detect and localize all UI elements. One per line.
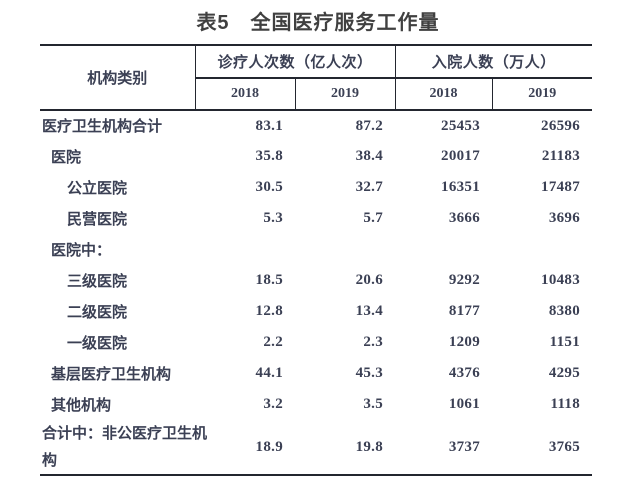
cell-outpatient-2019: 5.7 <box>363 210 384 226</box>
row-label: 民营医院 <box>67 211 128 228</box>
cell-outpatient-2019 <box>295 234 395 265</box>
row-label: 医院 <box>51 149 82 166</box>
column-header-outpatient-2019: 2019 <box>295 78 396 111</box>
cell-admission-2018: 4376 <box>448 365 481 381</box>
cell-outpatient-2018: 44.1 <box>255 365 283 381</box>
cell-admission-2019: 3696 <box>548 210 581 226</box>
column-group-hospital-admissions: 入院人数（万人） <box>395 45 593 79</box>
cell-admission-2018: 25453 <box>441 117 481 134</box>
table-row: 三级医院 18.5 20.6 9292 10483 <box>40 265 592 296</box>
cell-admission-2019: 1151 <box>549 334 581 350</box>
cell-outpatient-2019: 45.3 <box>355 365 384 381</box>
header-group-row: 机构类别 诊疗人次数（亿人次） 入院人数（万人） <box>40 45 593 111</box>
cell-outpatient-2019: 2.3 <box>363 334 384 350</box>
cell-admission-2019: 4295 <box>548 365 581 381</box>
row-label: 合计中：非公医疗卫生机构 <box>42 425 208 469</box>
cell-outpatient-2018: 18.5 <box>255 272 283 288</box>
cell-admission-2018: 9292 <box>448 272 481 288</box>
row-label: 其他机构 <box>51 397 112 414</box>
column-header-institution-category: 机构类别 <box>40 45 196 111</box>
cell-outpatient-2019: 19.8 <box>355 438 384 455</box>
row-label: 二级医院 <box>67 304 128 321</box>
column-group-outpatient-visits: 诊疗人次数（亿人次） <box>195 45 396 79</box>
cell-outpatient-2018: 12.8 <box>255 303 283 319</box>
cell-admission-2018 <box>395 234 492 265</box>
table-row: 合计中：非公医疗卫生机构 18.9 19.8 3737 3765 <box>40 420 592 475</box>
table-row: 公立医院 30.5 32.7 16351 17487 <box>40 172 592 203</box>
row-label: 三级医院 <box>67 273 128 290</box>
cell-outpatient-2018: 3.2 <box>263 396 283 412</box>
table-row: 基层医疗卫生机构 44.1 45.3 4376 4295 <box>40 358 592 389</box>
cell-outpatient-2018 <box>195 234 295 265</box>
cell-admission-2018: 20017 <box>441 148 481 164</box>
table-row: 医院 35.8 38.4 20017 21183 <box>40 141 592 172</box>
cell-outpatient-2018: 30.5 <box>255 179 283 195</box>
table-header: 机构类别 诊疗人次数（亿人次） 入院人数（万人） 2018 2019 2018 … <box>40 45 593 111</box>
table-row: 其他机构 3.2 3.5 1061 1118 <box>40 389 592 420</box>
table-title: 表5 全国医疗服务工作量 <box>196 12 440 34</box>
cell-outpatient-2019: 13.4 <box>355 303 384 319</box>
cell-outpatient-2018: 18.9 <box>255 438 283 455</box>
cell-outpatient-2018: 5.3 <box>263 210 283 226</box>
cell-admission-2019: 10483 <box>541 272 581 288</box>
cell-outpatient-2019: 32.7 <box>355 179 384 195</box>
column-header-admission-2018: 2018 <box>395 78 493 111</box>
cell-admission-2019: 1118 <box>550 396 581 412</box>
cell-outpatient-2019: 20.6 <box>355 272 384 288</box>
cell-admission-2018: 3666 <box>448 210 481 226</box>
cell-outpatient-2018: 35.8 <box>255 148 283 164</box>
table-row: 一级医院 2.2 2.3 1209 1151 <box>40 327 592 358</box>
table-row: 民营医院 5.3 5.7 3666 3696 <box>40 203 592 234</box>
row-label: 基层医疗卫生机构 <box>51 366 172 383</box>
row-label: 医疗卫生机构合计 <box>42 117 163 135</box>
cell-outpatient-2018: 2.2 <box>263 334 283 350</box>
row-label: 一级医院 <box>67 335 128 352</box>
cell-admission-2019: 21183 <box>541 148 581 164</box>
cell-admission-2018: 16351 <box>441 179 481 195</box>
cell-admission-2019: 17487 <box>541 179 581 195</box>
document-page: 表5 全国医疗服务工作量 机构类别 诊疗人次数（亿人次） 入院人数（万人） 20… <box>40 12 593 476</box>
cell-outpatient-2019: 38.4 <box>355 148 384 164</box>
cell-admission-2019: 8380 <box>548 303 581 319</box>
column-header-outpatient-2018: 2018 <box>195 78 296 111</box>
cell-admission-2018: 3737 <box>448 438 481 455</box>
cell-admission-2019: 26596 <box>541 117 581 134</box>
header-year-row: 2018 2019 2018 2019 <box>40 78 593 111</box>
column-header-admission-2019: 2019 <box>492 78 593 111</box>
row-label: 公立医院 <box>67 180 128 197</box>
cell-outpatient-2019: 87.2 <box>355 117 384 134</box>
row-label: 医院中： <box>51 242 112 259</box>
cell-outpatient-2018: 83.1 <box>255 117 283 134</box>
cell-admission-2018: 1209 <box>448 334 481 350</box>
cell-admission-2019: 3765 <box>548 438 581 455</box>
cell-admission-2019 <box>492 234 592 265</box>
medical-workload-table: 机构类别 诊疗人次数（亿人次） 入院人数（万人） 2018 2019 2018 … <box>40 44 593 476</box>
cell-admission-2018: 1061 <box>448 396 481 412</box>
table-row: 医院中： <box>40 234 592 265</box>
table-row: 医疗卫生机构合计 83.1 87.2 25453 26596 <box>40 110 592 141</box>
table-row: 二级医院 12.8 13.4 8177 8380 <box>40 296 592 327</box>
table-body: 医疗卫生机构合计 83.1 87.2 25453 26596 医院 35.8 3… <box>40 110 592 475</box>
cell-outpatient-2019: 3.5 <box>363 396 384 412</box>
cell-admission-2018: 8177 <box>448 303 481 319</box>
